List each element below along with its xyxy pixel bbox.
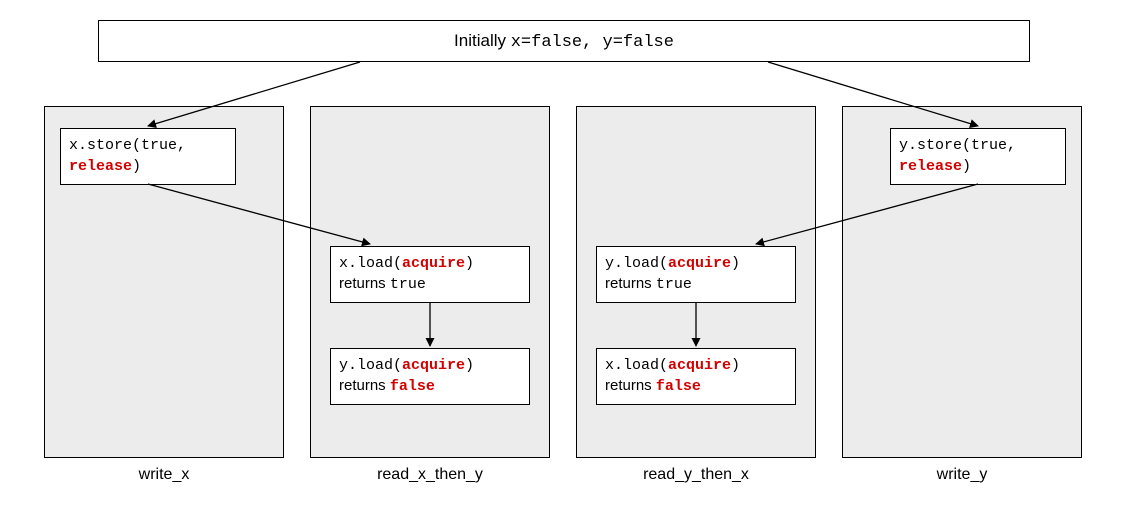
op-x-load-acquire-false: x.load(acquire) returns false: [596, 348, 796, 405]
initial-condition-box: Initially x=false, y=false: [98, 20, 1030, 62]
op-text: returns: [605, 377, 656, 394]
op-text: y.store(true,: [899, 137, 1016, 154]
op-text: x.store(true,: [69, 137, 186, 154]
keyword-acquire: acquire: [668, 255, 731, 272]
initial-prefix: Initially: [454, 31, 511, 50]
op-text: ): [132, 158, 141, 175]
op-y-load-acquire-false: y.load(acquire) returns false: [330, 348, 530, 405]
op-y-store: y.store(true, release): [890, 128, 1066, 185]
thread-label-read-x-then-y: read_x_then_y: [310, 466, 550, 484]
op-y-load-acquire-true: y.load(acquire) returns true: [596, 246, 796, 303]
op-text: y.load(: [339, 357, 402, 374]
thread-label-read-y-then-x: read_y_then_x: [576, 466, 816, 484]
keyword-acquire: acquire: [402, 255, 465, 272]
op-text: returns: [605, 275, 656, 292]
op-text: ): [465, 255, 474, 272]
op-text: x.load(: [605, 357, 668, 374]
op-text: returns: [339, 377, 390, 394]
keyword-release: release: [899, 158, 962, 175]
keyword-release: release: [69, 158, 132, 175]
op-x-load-acquire-true: x.load(acquire) returns true: [330, 246, 530, 303]
keyword-false: false: [390, 378, 435, 395]
op-text: ): [962, 158, 971, 175]
keyword-acquire: acquire: [402, 357, 465, 374]
op-text: x.load(: [339, 255, 402, 272]
op-text: true: [656, 276, 692, 293]
op-text: ): [731, 255, 740, 272]
op-text: y.load(: [605, 255, 668, 272]
op-text: true: [390, 276, 426, 293]
op-text: ): [731, 357, 740, 374]
thread-label-write-y: write_y: [842, 466, 1082, 484]
op-text: ): [465, 357, 474, 374]
initial-code: x=false, y=false: [511, 33, 674, 52]
keyword-false: false: [656, 378, 701, 395]
op-text: returns: [339, 275, 390, 292]
thread-label-write-x: write_x: [44, 466, 284, 484]
op-x-store: x.store(true, release): [60, 128, 236, 185]
keyword-acquire: acquire: [668, 357, 731, 374]
